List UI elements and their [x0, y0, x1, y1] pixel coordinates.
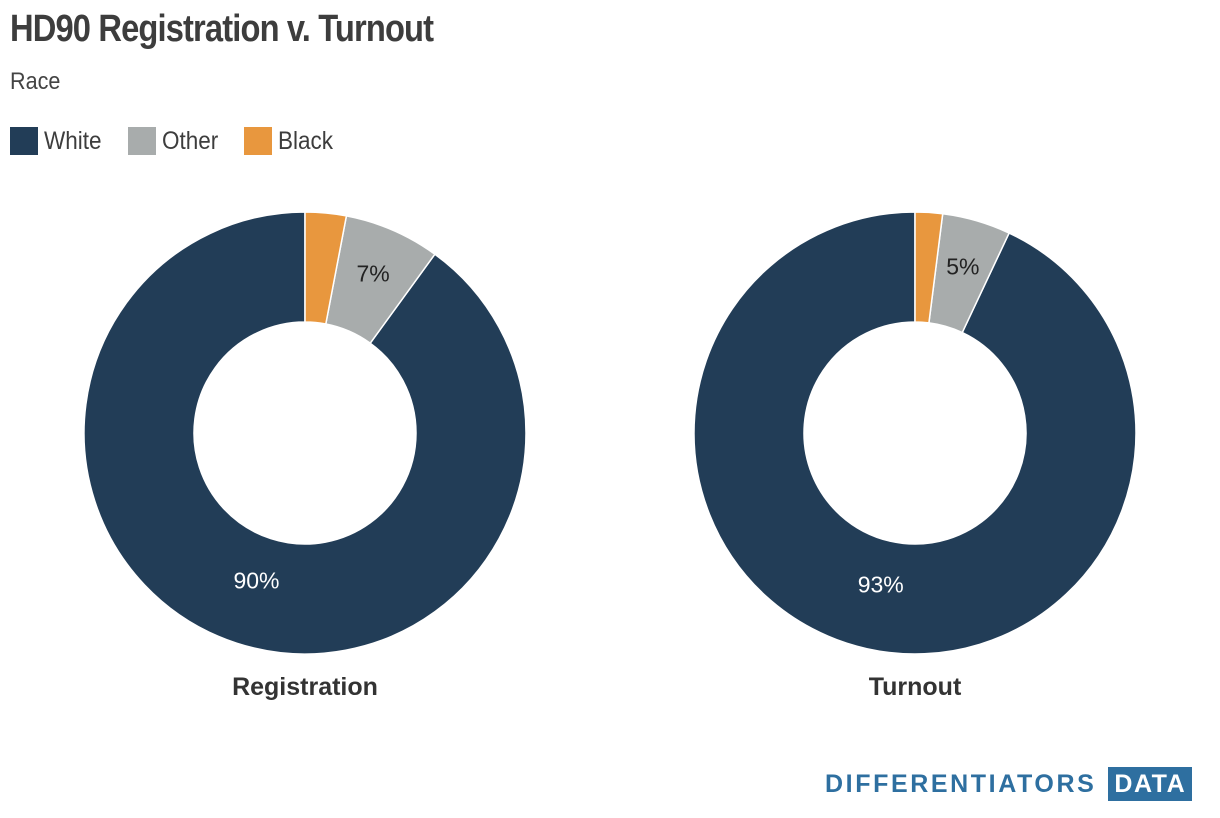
registration-label-other: 7% [356, 261, 389, 287]
legend-item-other: Other [127, 126, 225, 156]
turnout-label-other: 5% [946, 253, 979, 279]
chart-title: HD90 Registration v. Turnout [10, 8, 434, 50]
turnout-slice-black [914, 211, 944, 324]
registration-slice-white [83, 211, 527, 655]
legend-label-black: Black [278, 126, 334, 155]
registration-chart-title: Registration [232, 673, 378, 701]
registration-slice-black [304, 211, 348, 325]
legend: White Other Black [10, 126, 360, 156]
brand-wordmark: DIFFERENTIATORS [825, 769, 1097, 798]
turnout-slice-white [693, 211, 1137, 655]
registration-slice-other [324, 215, 436, 345]
registration-label-white: 90% [233, 567, 279, 593]
turnout-chart-title: Turnout [869, 673, 962, 701]
legend-swatch-white [10, 127, 38, 155]
legend-swatch-black [244, 127, 273, 155]
legend-label-other: Other [161, 126, 219, 155]
legend-label-white: White [44, 126, 102, 155]
legend-item-white: White [10, 127, 108, 156]
legend-item-black: Black [244, 127, 339, 156]
turnout-label-white: 93% [858, 571, 904, 597]
legend-swatch-other [127, 127, 156, 155]
chart-subtitle: Race [10, 68, 61, 95]
brand-data-badge: DATA [1108, 767, 1193, 801]
turnout-slice-other [928, 212, 1011, 334]
brand-logo: DIFFERENTIATORS DATA [825, 766, 1193, 802]
